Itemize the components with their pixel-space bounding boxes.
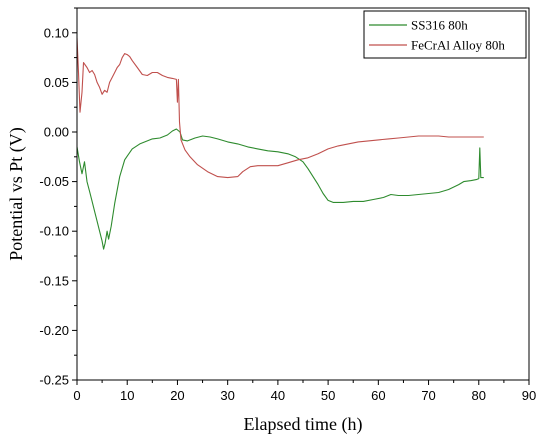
y-tick-label: 0.00 [44,125,69,140]
x-tick-label: 60 [371,388,385,403]
x-tick-label: 30 [220,388,234,403]
x-tick-label: 0 [73,388,80,403]
y-tick-label: -0.15 [39,273,69,288]
y-tick-label: 0.05 [44,75,69,90]
y-tick-label: -0.25 [39,373,69,388]
y-tick-label: 0.10 [44,25,69,40]
x-tick-label: 20 [170,388,184,403]
series-line-ss316 [77,128,484,250]
y-tick-label: -0.05 [39,174,69,189]
x-tick-label: 80 [472,388,486,403]
series-line-fecral [77,37,484,179]
y-tick-label: -0.20 [39,323,69,338]
x-axis: 0 10 20 30 40 50 60 70 80 90 [73,380,536,403]
series-group [77,37,484,250]
x-tick-label: 40 [271,388,285,403]
y-axis-title: Potential vs Pt (V) [6,127,27,261]
x-axis-title: Elapsed time (h) [244,414,363,435]
legend-label-fecral: FeCrAl Alloy 80h [411,38,505,53]
legend-box [363,10,527,59]
y-axis: -0.25 -0.20 -0.15 -0.10 -0.05 0.00 0.05 0.10 [39,7,77,388]
y-tick-label: -0.10 [39,224,69,239]
x-tick-label: 10 [120,388,134,403]
legend-label-ss316: SS316 80h [411,18,468,33]
x-tick-label: 50 [321,388,335,403]
x-tick-label: 70 [421,388,435,403]
x-tick-label: 90 [522,388,536,403]
legend: SS316 80h FeCrAl Alloy 80h [363,10,527,59]
